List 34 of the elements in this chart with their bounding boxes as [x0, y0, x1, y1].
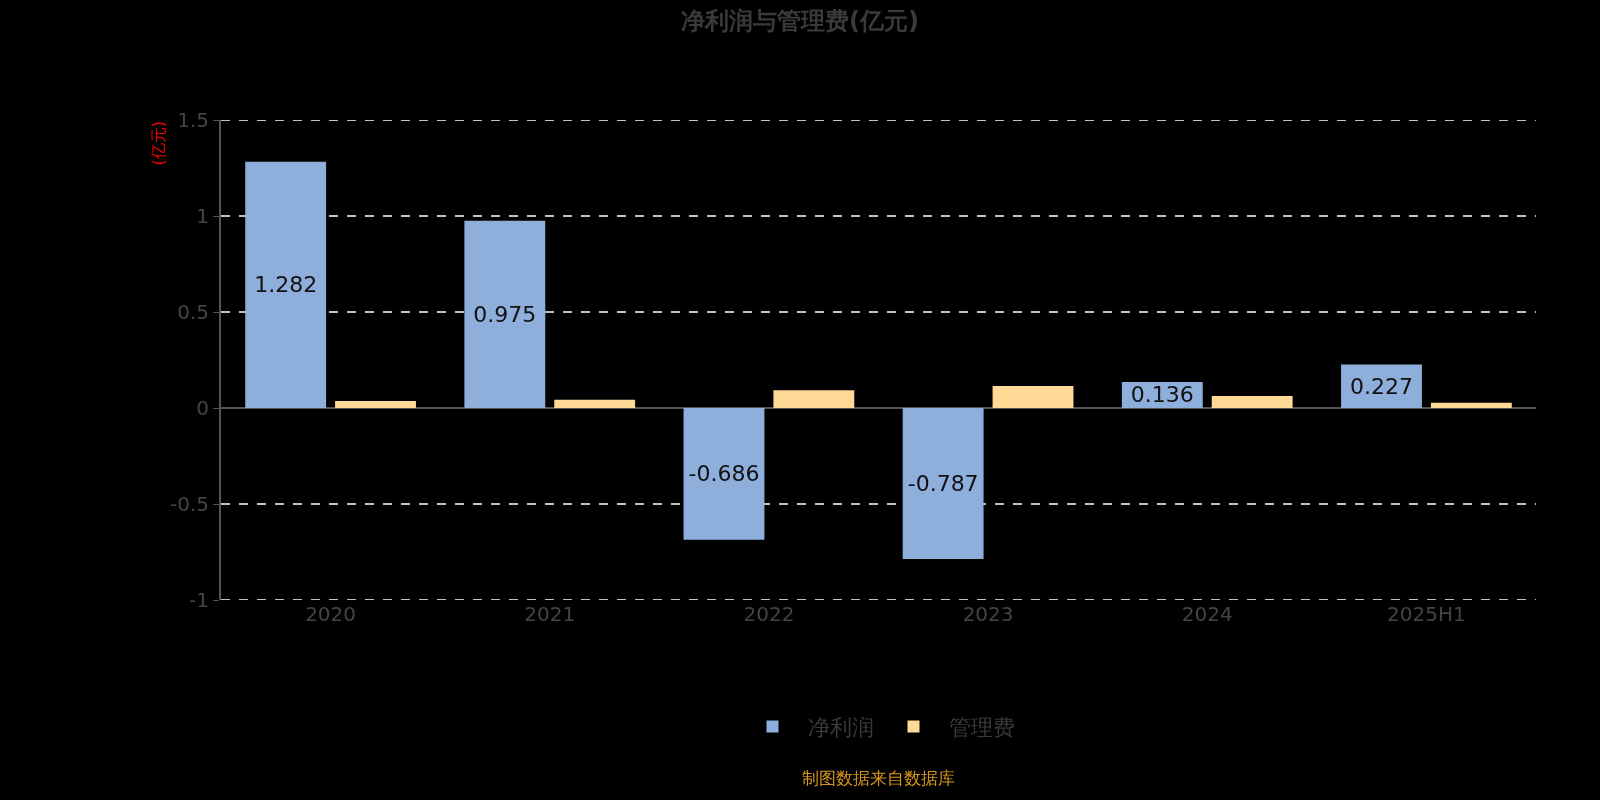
- data-label: 0.227: [1349, 373, 1413, 399]
- bar: [464, 220, 546, 408]
- bar: [773, 390, 855, 408]
- y-axis-title: (亿元): [148, 121, 168, 166]
- y-tick-label: -1: [189, 588, 209, 612]
- data-label: -0.787: [907, 471, 979, 497]
- text: 制图数据来自数据库: [802, 768, 955, 788]
- y-tick-label: 0: [196, 396, 209, 420]
- legend-label: 净利润: [807, 714, 874, 740]
- y-tick-label: 1.5: [177, 108, 209, 132]
- x-tick-label: 2021: [524, 602, 576, 626]
- data-label: 0.136: [1130, 382, 1194, 408]
- bar: [1211, 395, 1293, 408]
- x-tick-label: 2025H1: [1387, 602, 1466, 626]
- x-tick-label: 2022: [743, 602, 795, 626]
- data-label: 1.282: [254, 272, 318, 298]
- bar: [902, 408, 984, 560]
- bar: [683, 408, 765, 540]
- bar: [554, 399, 636, 408]
- y-tick-label: 1: [196, 204, 209, 228]
- bar: [1430, 402, 1512, 408]
- x-tick-label: 2020: [305, 602, 357, 626]
- data-label: 0.975: [473, 301, 537, 327]
- chart-title: 净利润与管理费(亿元): [681, 6, 919, 35]
- y-tick-label: 0.5: [177, 300, 209, 324]
- bar: [245, 161, 327, 408]
- bar: [335, 401, 416, 408]
- y-tick-label: -0.5: [169, 492, 209, 516]
- data-label: -0.686: [688, 461, 760, 487]
- bar: [992, 386, 1074, 408]
- x-tick-label: 2024: [1181, 602, 1233, 626]
- bar: [1341, 364, 1422, 408]
- legend-label: 管理费: [948, 714, 1015, 740]
- x-tick-label: 2023: [962, 602, 1014, 626]
